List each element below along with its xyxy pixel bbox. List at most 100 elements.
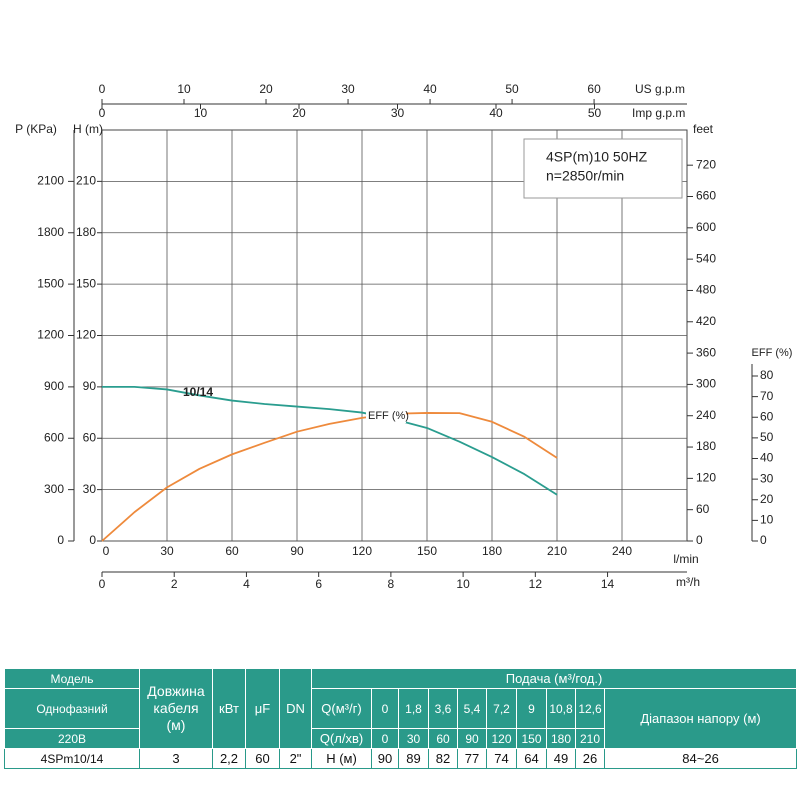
kw: 2,2 — [212, 748, 246, 769]
uf-header: μF — [245, 668, 280, 749]
y-tick-label: 210 — [76, 174, 96, 188]
us_gpm_axis-tick-label: 40 — [423, 82, 437, 96]
feet-tick-label: 120 — [696, 471, 716, 485]
info-text: n=2850r/min — [546, 168, 624, 184]
spec-table: Модель Довжина кабеля (м) кВт μF DN Подача (м… — [4, 668, 798, 769]
feet-tick-label: 360 — [696, 345, 716, 359]
us_gpm_axis-tick-label: 30 — [341, 82, 355, 96]
us_gpm_axis-tick-label: 10 — [177, 82, 191, 96]
head-value: 82 — [428, 748, 458, 769]
q-m3-value: 9 — [516, 688, 547, 729]
eff-tick-label: 0 — [760, 533, 767, 547]
y-tick-label: 120 — [76, 328, 96, 342]
model-header: Модель — [4, 668, 140, 689]
q-m3-value: 10,8 — [546, 688, 576, 729]
head-value: 89 — [398, 748, 429, 769]
q-m3-value: 0 — [371, 688, 399, 729]
head-value: 64 — [516, 748, 547, 769]
us_gpm_axis-tick-label: 20 — [259, 82, 273, 96]
p-tick-label: 600 — [44, 430, 64, 444]
q-l-value: 90 — [457, 728, 487, 749]
head-value: 74 — [486, 748, 517, 769]
table-row: 220В Q(л/хв) 0 30 60 90 120 150 180 210 — [4, 728, 797, 749]
eff-tick-label: 30 — [760, 471, 774, 485]
dn: 2" — [279, 748, 312, 769]
y-tick-label: 0 — [89, 533, 96, 547]
us_gpm_axis-tick-label: 60 — [587, 82, 601, 96]
m3h-tick-label: 0 — [99, 577, 106, 591]
q-l-value: 60 — [428, 728, 458, 749]
voltage: 220В — [4, 728, 140, 749]
eff-tick-label: 80 — [760, 368, 774, 382]
cable: 3 — [139, 748, 213, 769]
q-m3-label: Q(м³/г) — [311, 688, 372, 729]
feet-tick-label: 420 — [696, 314, 716, 328]
m3h-tick-label: 8 — [388, 577, 395, 591]
p-tick-label: 2100 — [37, 174, 64, 188]
m3h-tick-label: 14 — [601, 577, 615, 591]
q-m3-value: 7,2 — [486, 688, 517, 729]
us_gpm_axis-tick-label: 50 — [505, 82, 519, 96]
eff-tick-label: 20 — [760, 492, 774, 506]
eff-axis-title: EFF (%) — [752, 347, 793, 359]
x-tick-label: 180 — [482, 544, 502, 558]
eff-tick-label: 60 — [760, 409, 774, 423]
y-tick-label: 30 — [83, 482, 97, 496]
feet-tick-label: 0 — [696, 533, 703, 547]
head-value: 77 — [457, 748, 487, 769]
chart: 0 30 60 90 120 150 180 210 240l/min0306090120150… — [15, 82, 793, 591]
head-value: 26 — [575, 748, 605, 769]
q-m3-value: 5,4 — [457, 688, 487, 729]
x-tick-label: 30 — [160, 544, 174, 558]
range: 84~26 — [603, 748, 798, 769]
p-tick-label: 1800 — [37, 225, 64, 239]
imp_gpm_axis-title: Imp g.p.m — [632, 106, 685, 120]
eff-tick-label: 10 — [760, 513, 774, 527]
p-tick-label: 900 — [44, 379, 64, 393]
p-tick-label: 0 — [57, 533, 64, 547]
us_gpm_axis-title: US g.p.m — [635, 82, 685, 96]
info-box — [523, 138, 683, 199]
p-axis-title: P (KPa) — [15, 122, 57, 136]
q-m3-value: 3,6 — [428, 688, 458, 729]
imp_gpm_axis-tick-label: 40 — [489, 106, 503, 120]
cable-header: Довжина кабеля (м) — [139, 668, 213, 749]
imp_gpm_axis-tick-label: 30 — [391, 106, 405, 120]
q-l-value: 210 — [575, 728, 605, 749]
curve — [101, 412, 558, 542]
curve-label: EFF (%) — [368, 410, 409, 422]
feet-tick-label: 300 — [696, 377, 716, 391]
y-tick-label: 180 — [76, 225, 96, 239]
dn-header: DN — [279, 668, 312, 749]
feet-tick-label: 240 — [696, 408, 716, 422]
uf: 60 — [245, 748, 280, 769]
q-m3-value: 12,6 — [575, 688, 605, 729]
q-l-value: 120 — [486, 728, 517, 749]
feet-tick-label: 660 — [696, 189, 716, 203]
model: 4SPm10/14 — [4, 748, 140, 769]
imp_gpm_axis-tick-label: 10 — [194, 106, 208, 120]
x-tick-label: 60 — [225, 544, 239, 558]
feet-tick-label: 600 — [696, 220, 716, 234]
eff-tick-label: 50 — [760, 430, 774, 444]
q-l-label: Q(л/хв) — [311, 728, 372, 749]
table-row: Однофазний Q(м³/г) 0 1,8 3,6 5,4 7,2 9 10,8 12,6 Д… — [4, 688, 798, 749]
q-l-value: 180 — [546, 728, 576, 749]
m3h-tick-label: 4 — [243, 577, 250, 591]
x-tick-label: 240 — [612, 544, 632, 558]
p-tick-label: 1200 — [37, 328, 64, 342]
m3h-tick-label: 12 — [529, 577, 543, 591]
imp_gpm_axis-tick-label: 50 — [588, 106, 602, 120]
x-tick-label: 0 — [103, 544, 110, 558]
feet-tick-label: 180 — [696, 439, 716, 453]
x-tick-label: 120 — [352, 544, 372, 558]
head-value: 90 — [371, 748, 399, 769]
us_gpm_axis-tick-label: 0 — [99, 82, 106, 96]
feet-tick-label: 60 — [696, 502, 710, 516]
q-m3-value: 1,8 — [398, 688, 429, 729]
y-tick-label: 90 — [83, 379, 97, 393]
curve — [102, 385, 558, 496]
eff-tick-label: 40 — [760, 451, 774, 465]
q-l-value: 150 — [516, 728, 547, 749]
